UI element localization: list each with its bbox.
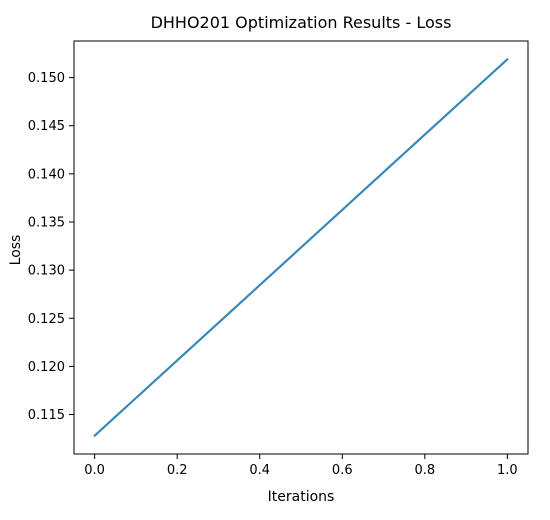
y-tick-label: 0.115 (28, 408, 65, 423)
y-tick-label: 0.125 (28, 312, 65, 327)
y-tick-label: 0.150 (28, 71, 65, 86)
x-tick-label: 0.0 (84, 463, 105, 478)
plot-area-frame (73, 40, 529, 455)
y-tick-label: 0.140 (28, 167, 65, 182)
series-layer (93, 58, 509, 437)
x-tick-label: 0.2 (167, 463, 188, 478)
y-axis-title: Loss (8, 235, 24, 266)
y-tick-label: 0.120 (28, 360, 65, 375)
chart-title: DHHO201 Optimization Results - Loss (151, 13, 452, 32)
x-tick-label: 0.8 (414, 463, 435, 478)
y-tick-label: 0.130 (28, 264, 65, 279)
y-tick-label: 0.135 (28, 215, 65, 230)
y-tick-label: 0.145 (28, 119, 65, 134)
x-axis-ticks: 0.0 0.2 0.4 0.6 0.8 1.0 (84, 454, 518, 478)
x-axis-title: Iterations (268, 489, 335, 505)
x-tick-label: 0.4 (249, 463, 270, 478)
x-tick-label: 0.6 (332, 463, 353, 478)
loss-series-line (93, 58, 509, 437)
y-axis-ticks: 0.115 0.120 0.125 0.130 0.135 0.140 0.145 0.150 (28, 71, 74, 423)
x-tick-label: 1.0 (497, 463, 518, 478)
